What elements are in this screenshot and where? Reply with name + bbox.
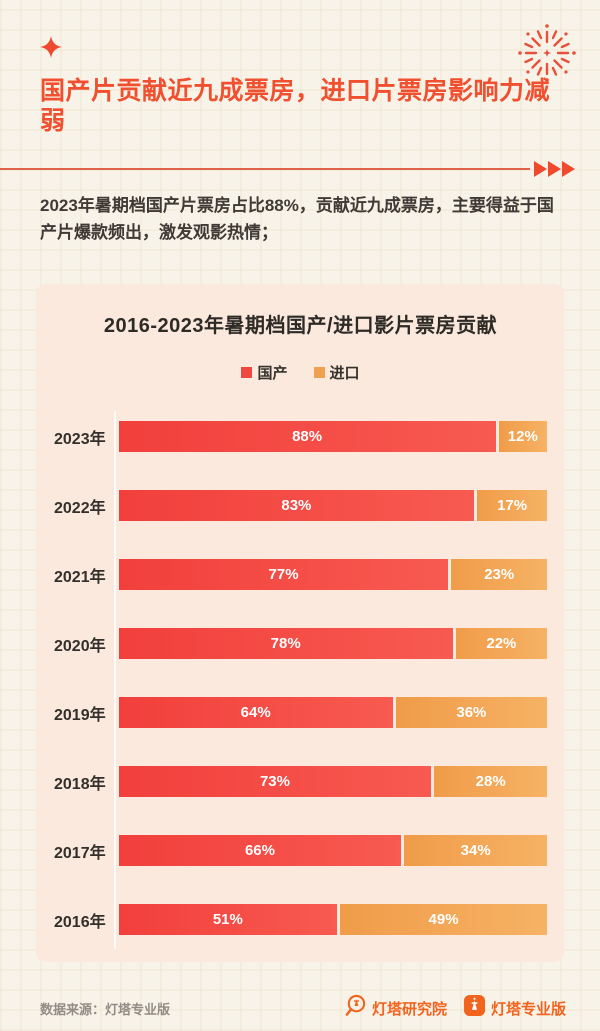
brand-pro: 灯塔专业版	[463, 994, 566, 1022]
row-year-label: 2019年	[54, 706, 106, 724]
chart-row: 2018年 73% 28%	[54, 766, 547, 797]
bar-segment-import: 23%	[451, 559, 547, 590]
legend-label: 进口	[329, 365, 360, 382]
chart-axis-line	[114, 411, 116, 949]
chart-row: 2023年 88% 12%	[54, 421, 547, 452]
divider-line	[0, 168, 530, 170]
stacked-bar: 51% 49%	[118, 904, 547, 935]
stacked-bar: 78% 22%	[118, 628, 547, 659]
stacked-bar: 77% 23%	[118, 559, 547, 590]
bar-segment-domestic: 83%	[118, 490, 475, 521]
stacked-bar: 88% 12%	[118, 421, 547, 452]
data-source-text: 数据来源：灯塔专业版	[40, 1001, 171, 1017]
bar-value-domestic: 64%	[240, 704, 271, 721]
brand-research: 灯塔研究院	[344, 994, 447, 1022]
chart-row: 2017年 66% 34%	[54, 835, 547, 866]
bar-value-domestic: 78%	[270, 635, 301, 652]
stacked-bar: 73% 28%	[118, 766, 547, 797]
fireworks-icon	[516, 22, 578, 89]
bar-value-import: 34%	[460, 842, 491, 859]
bar-segment-import: 12%	[498, 421, 547, 452]
bar-value-import: 49%	[428, 911, 459, 928]
bar-value-domestic: 77%	[268, 566, 299, 583]
row-year-label: 2020年	[54, 637, 106, 655]
stacked-bar: 83% 17%	[118, 490, 547, 521]
legend-swatch-icon	[313, 367, 325, 378]
bar-segment-import: 36%	[395, 697, 547, 728]
brand-research-label: 灯塔研究院	[371, 1000, 447, 1018]
lighthouse-magnifier-icon	[344, 994, 367, 1022]
page-title: 国产片贡献近九成票房，进口片票房影响力减弱	[40, 77, 551, 135]
bar-segment-domestic: 88%	[118, 421, 496, 452]
intro-text: 2023年暑期档国产片票房占比88%，贡献近九成票房，主要得益于国产片爆款频出，…	[40, 196, 554, 242]
chart-row: 2016年 51% 49%	[54, 904, 547, 935]
divider	[0, 161, 600, 177]
bar-segment-import: 49%	[340, 904, 547, 935]
triple-arrow-icon	[534, 161, 578, 177]
bar-segment-domestic: 64%	[118, 697, 393, 728]
bar-segment-domestic: 73%	[118, 766, 432, 797]
sparkle-icon	[40, 36, 62, 63]
chart-row: 2019年 64% 36%	[54, 697, 547, 728]
bar-value-domestic: 83%	[281, 497, 312, 514]
row-year-label: 2021年	[54, 568, 106, 586]
stacked-bar: 64% 36%	[118, 697, 547, 728]
bar-value-domestic: 73%	[259, 773, 290, 790]
bar-value-domestic: 51%	[212, 911, 243, 928]
bar-segment-import: 17%	[477, 490, 547, 521]
chart-rows: 2023年 88% 12% 2022年 83% 17% 2021年 77% 23% 2020年 78…	[54, 411, 547, 949]
row-year-label: 2018年	[54, 775, 106, 793]
footer: 数据来源：灯塔专业版 灯塔研究院 灯	[0, 994, 600, 1022]
bar-value-import: 36%	[456, 704, 487, 721]
legend-item: 进口	[313, 362, 360, 383]
row-year-label: 2023年	[54, 430, 106, 448]
bar-value-domestic: 66%	[244, 842, 275, 859]
chart-row: 2020年 78% 22%	[54, 628, 547, 659]
bar-value-import: 17%	[497, 497, 528, 514]
legend-swatch-icon	[241, 367, 253, 378]
bar-segment-domestic: 78%	[118, 628, 453, 659]
brand-pro-label: 灯塔专业版	[490, 1000, 566, 1018]
bar-value-import: 12%	[507, 428, 538, 445]
bar-segment-domestic: 51%	[118, 904, 338, 935]
row-year-label: 2016年	[54, 913, 106, 931]
chart-row: 2021年 77% 23%	[54, 559, 547, 590]
header: 国产片贡献近九成票房，进口片票房影响力减弱	[0, 0, 600, 136]
bar-value-domestic: 88%	[292, 428, 323, 445]
bar-segment-import: 34%	[404, 835, 547, 866]
legend-label: 国产	[257, 365, 288, 382]
chart-card: 2016-2023年暑期档国产/进口影片票房贡献 国产 进口 2023年 88% 12…	[36, 284, 564, 962]
legend-item: 国产	[241, 362, 288, 383]
chart-row: 2022年 83% 17%	[54, 490, 547, 521]
bar-segment-domestic: 77%	[118, 559, 449, 590]
brand-logos: 灯塔研究院 灯塔专业版	[344, 994, 566, 1022]
bar-value-import: 28%	[475, 773, 506, 790]
chart-title: 2016-2023年暑期档国产/进口影片票房贡献	[103, 315, 498, 337]
row-year-label: 2017年	[54, 844, 106, 862]
stacked-bar: 66% 34%	[118, 835, 547, 866]
bar-segment-domestic: 66%	[118, 835, 402, 866]
bar-segment-import: 28%	[434, 766, 547, 797]
bar-segment-import: 22%	[455, 628, 547, 659]
row-year-label: 2022年	[54, 499, 106, 517]
bar-value-import: 23%	[484, 566, 515, 583]
lighthouse-badge-icon	[463, 994, 486, 1022]
bar-value-import: 22%	[486, 635, 517, 652]
chart-legend: 国产 进口	[54, 362, 547, 383]
